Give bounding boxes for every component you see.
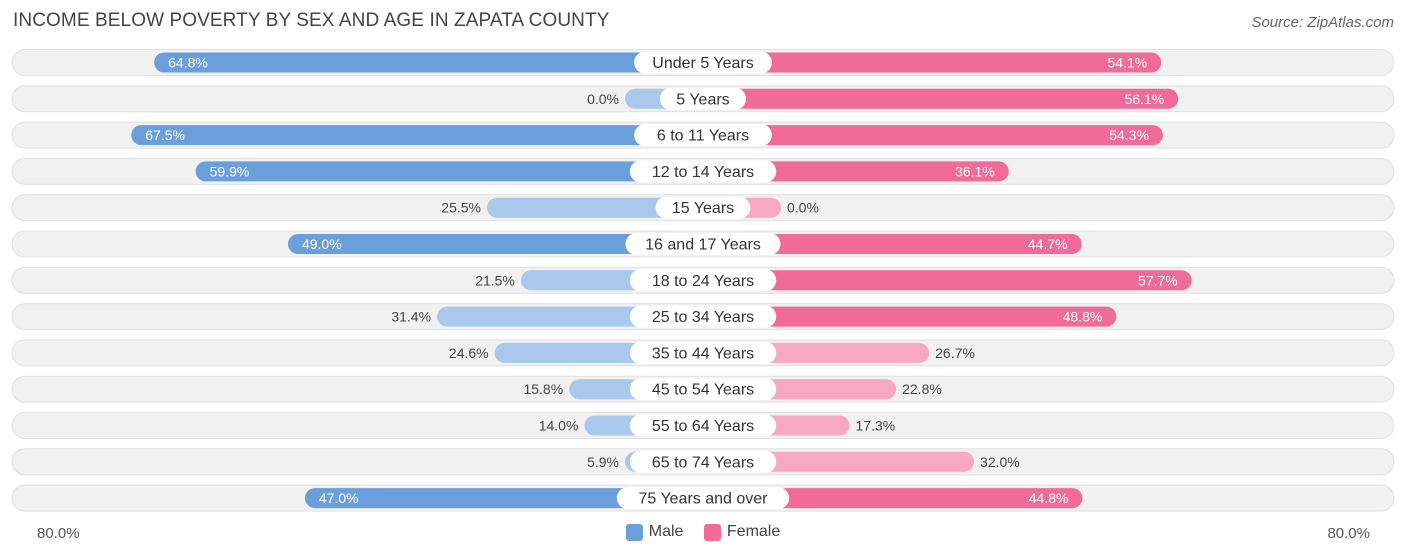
category-pill <box>629 341 777 364</box>
category-pill <box>629 305 777 328</box>
axis-left-label: 80.0% <box>37 525 80 542</box>
category-pill <box>629 450 777 473</box>
category-label: 5 Years <box>676 91 729 108</box>
legend-label-male: Male <box>648 523 684 540</box>
category-label: 65 to 74 Years <box>652 454 754 471</box>
female-bar <box>703 488 1083 509</box>
category-label: 6 to 11 Years <box>657 128 749 145</box>
female-value-label: 17.3% <box>856 418 896 434</box>
male-value-label: 25.5% <box>441 200 481 216</box>
axis-right-label: 80.0% <box>1327 525 1370 542</box>
female-bar <box>703 88 1179 109</box>
source-label: Source: ZipAtlas.com <box>1251 14 1394 31</box>
male-bar <box>131 125 703 146</box>
category-pill <box>629 269 777 292</box>
female-value-label: 54.3% <box>1109 127 1149 143</box>
category-label: 55 to 64 Years <box>652 418 754 435</box>
female-value-label: 32.0% <box>980 454 1020 470</box>
legend: Male Female <box>0 523 1406 546</box>
category-pill <box>629 378 777 401</box>
category-pill <box>629 160 777 183</box>
female-value-label: 0.0% <box>787 200 819 216</box>
male-value-label: 31.4% <box>391 309 431 325</box>
male-value-label: 49.0% <box>302 236 342 252</box>
female-bar <box>703 270 1192 291</box>
male-bar <box>154 52 704 73</box>
female-value-label: 44.7% <box>1028 236 1068 252</box>
male-bar <box>287 234 703 254</box>
female-value-label: 44.8% <box>1029 490 1069 506</box>
female-bar <box>703 306 1117 327</box>
male-value-label: 15.8% <box>523 381 563 397</box>
legend-swatch-female <box>703 523 721 541</box>
legend-label-female: Female <box>726 523 781 540</box>
male-value-label: 0.0% <box>587 91 619 107</box>
chart-title: INCOME BELOW POVERTY BY SEX AND AGE IN Z… <box>13 10 610 31</box>
female-bar <box>703 52 1162 73</box>
female-bar <box>703 125 1163 146</box>
category-pill <box>634 51 772 74</box>
category-label: 18 to 24 Years <box>652 273 754 290</box>
category-label: 75 Years and over <box>639 491 769 508</box>
chart-area: 64.8% 54.1% Under 5 Years 0.0% 56.1% 5 Years 6… <box>11 49 1395 512</box>
female-bar <box>703 234 1082 254</box>
category-label: 16 and 17 Years <box>645 237 761 254</box>
female-value-label: 48.8% <box>1063 309 1103 325</box>
category-pill <box>634 124 772 147</box>
female-value-label: 36.1% <box>955 163 995 179</box>
female-value-label: 22.8% <box>902 381 942 397</box>
female-bar <box>703 161 1009 182</box>
category-pill <box>655 196 751 219</box>
female-value-label: 56.1% <box>1124 91 1164 107</box>
male-value-label: 47.0% <box>319 490 359 506</box>
male-value-label: 24.6% <box>449 345 489 361</box>
category-label: Under 5 Years <box>652 55 753 72</box>
category-pill <box>616 487 790 510</box>
legend-item-male: Male <box>625 523 684 541</box>
legend-swatch-male <box>625 523 643 541</box>
category-label: 15 Years <box>672 200 734 217</box>
category-pill <box>625 233 781 255</box>
female-value-label: 54.1% <box>1108 55 1148 71</box>
male-value-label: 14.0% <box>539 418 579 434</box>
category-label: 45 to 54 Years <box>652 382 754 399</box>
male-value-label: 67.5% <box>145 127 185 143</box>
male-value-label: 21.5% <box>475 272 515 288</box>
male-value-label: 59.9% <box>210 163 250 179</box>
male-value-label: 64.8% <box>168 55 208 71</box>
male-bar <box>487 197 703 218</box>
category-label: 35 to 44 Years <box>652 345 754 362</box>
legend-item-female: Female <box>703 523 781 541</box>
female-value-label: 57.7% <box>1138 272 1178 288</box>
category-pill <box>659 87 747 110</box>
male-bar <box>304 488 703 509</box>
category-label: 25 to 34 Years <box>652 309 754 326</box>
male-value-label: 5.9% <box>587 454 619 470</box>
female-value-label: 26.7% <box>935 345 975 361</box>
category-label: 12 to 14 Years <box>652 164 754 181</box>
category-pill <box>629 414 777 437</box>
male-bar <box>195 161 703 182</box>
